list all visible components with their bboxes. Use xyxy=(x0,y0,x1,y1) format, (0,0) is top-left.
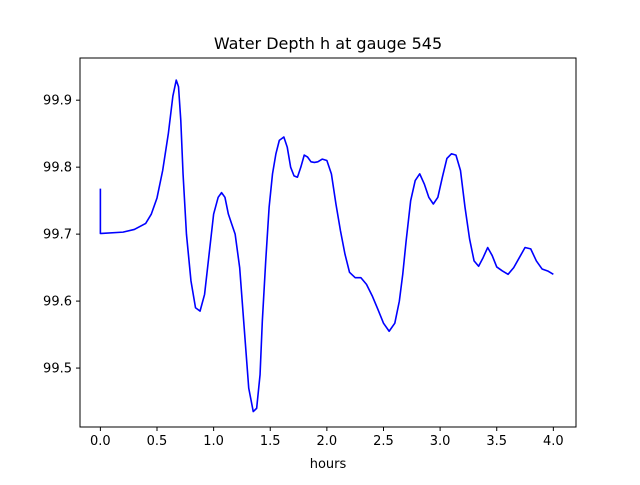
plot-area: 0.0 0.5 1.0 1.5 2.0 2.5 3.0 3.5 4.0 99.5 99.6 99.7 9… xyxy=(43,57,577,449)
x-axis-title: hours xyxy=(310,457,347,472)
chart-title: Water Depth h at gauge 545 xyxy=(214,34,442,53)
y-tick-label: 99.9 xyxy=(43,94,72,109)
series-line-0 xyxy=(99,79,554,413)
plot-frame xyxy=(79,57,577,428)
x-tick-label: 3.0 xyxy=(430,434,451,449)
y-tick-label: 99.8 xyxy=(43,161,72,176)
x-tick-label: 0.5 xyxy=(147,434,168,449)
x-tick-label: 1.5 xyxy=(260,434,281,449)
x-tick-label: 2.5 xyxy=(373,434,394,449)
y-tick-label: 99.5 xyxy=(43,362,72,377)
y-tick-label: 99.6 xyxy=(43,295,72,310)
x-tick-label: 4.0 xyxy=(543,434,564,449)
y-tick-label: 99.7 xyxy=(43,228,72,243)
x-tick-label: 0.0 xyxy=(90,434,111,449)
x-tick-label: 3.5 xyxy=(486,434,507,449)
x-tick-label: 1.0 xyxy=(203,434,224,449)
x-tick-label: 2.0 xyxy=(317,434,338,449)
